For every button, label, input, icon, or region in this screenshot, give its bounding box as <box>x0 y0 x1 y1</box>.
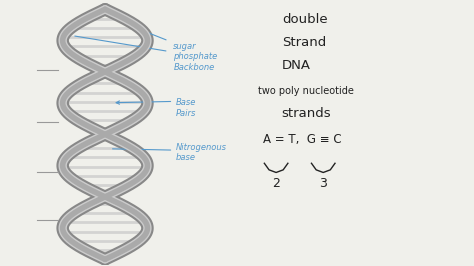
Text: Nitrogenous
base: Nitrogenous base <box>176 143 227 163</box>
Text: sugar
phosphate
Backbone: sugar phosphate Backbone <box>173 42 218 72</box>
Text: 2: 2 <box>272 177 280 190</box>
Text: strands: strands <box>282 107 331 120</box>
Text: double: double <box>282 13 328 26</box>
Text: DNA: DNA <box>282 59 311 72</box>
Text: Base
Pairs: Base Pairs <box>176 98 196 118</box>
Text: two poly nucleotide: two poly nucleotide <box>258 86 354 96</box>
Text: 3: 3 <box>319 177 327 190</box>
Text: Strand: Strand <box>282 36 326 49</box>
Text: A = T,  G ≡ C: A = T, G ≡ C <box>263 133 342 146</box>
